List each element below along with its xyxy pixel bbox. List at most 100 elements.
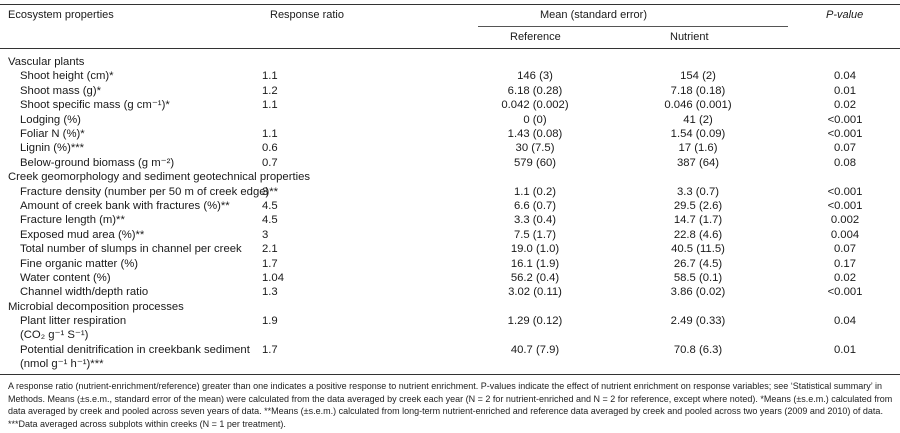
top-rule (0, 4, 900, 5)
reference-mean-cell: 30 (7.5) (515, 142, 555, 155)
reference-mean-cell: 6.18 (0.28) (507, 84, 563, 97)
row-label-line: Amount of creek bank with fractures (%)*… (20, 200, 230, 212)
response-ratio-cell: 0.7 (262, 156, 278, 169)
table-footnote: A response ratio (nutrient-enrichment/re… (8, 381, 893, 429)
table-row: Below-ground biomass (g m⁻²) 0.7 579 (60) 3… (0, 156, 900, 170)
row-label: Shoot specific mass (g cm⁻¹)* (20, 98, 170, 112)
nutrient-mean-cell: 14.7 (1.7) (673, 214, 723, 227)
nutrient-mean-cell: 3.3 (0.7) (676, 185, 720, 198)
reference-mean-cell: 3.3 (0.4) (513, 214, 557, 227)
section-header-row: Vascular plants (0, 55, 900, 69)
nutrient-mean-cell: 17 (1.6) (678, 142, 718, 155)
header-rule (0, 48, 900, 49)
nutrient-mean-cell: 154 (2) (680, 70, 716, 83)
table-row: Shoot height (cm)* 1.1 146 (3) 154 (2) 0.04 (0, 69, 900, 83)
nutrient-mean-cell: 7.18 (0.18) (670, 84, 726, 97)
reference-mean-cell: 1.29 (0.12) (507, 315, 563, 328)
table-row: Shoot specific mass (g cm⁻¹)* 1.1 0.042 (0… (0, 98, 900, 112)
table-row: Fracture density (number per 50 m of cre… (0, 185, 900, 199)
row-label: Fracture density (number per 50 m of cre… (20, 185, 278, 199)
p-value-cell: 0.08 (834, 156, 856, 169)
table-row: Total number of slumps in channel per cr… (0, 242, 900, 256)
header-ecosystem-properties: Ecosystem properties (8, 9, 114, 21)
response-ratio-cell: 1.2 (262, 84, 278, 97)
row-label-line: Shoot specific mass (g cm⁻¹)* (20, 99, 170, 112)
response-ratio-cell: 4.5 (262, 214, 278, 227)
reference-mean-cell: 0.042 (0.002) (501, 99, 569, 112)
row-label-line: (nmol g⁻¹ h⁻¹)*** (20, 358, 104, 370)
nutrient-mean-cell: 41 (2) (683, 113, 713, 126)
reference-mean-cell: 6.6 (0.7) (513, 200, 557, 212)
row-label: Fine organic matter (%) (20, 257, 138, 271)
table-row: Lignin (%)*** 0.6 30 (7.5) 17 (1.6) 0.07 (0, 141, 900, 155)
row-label-line: Exposed mud area (%)** (20, 228, 145, 241)
row-label: Shoot mass (g)* (20, 84, 101, 98)
p-value-cell: 0.04 (834, 70, 856, 83)
nutrient-mean-cell: 1.54 (0.09) (670, 128, 726, 140)
row-label: Exposed mud area (%)** (20, 228, 144, 242)
row-label: Foliar N (%)* (20, 127, 85, 141)
row-label-line: Foliar N (%)* (20, 128, 85, 140)
response-ratio-cell: 1.7 (262, 344, 278, 356)
nutrient-mean-cell: 29.5 (2.6) (673, 200, 723, 212)
row-label-line: Fracture length (m)** (20, 214, 125, 227)
row-label-line: Fine organic matter (%) (20, 257, 139, 270)
table-row: Lodging (%) 0 (0) 41 (2) <0.001 (0, 113, 900, 127)
row-label: Total number of slumps in channel per cr… (20, 242, 242, 256)
row-label-line: Plant litter respiration (20, 315, 127, 328)
p-value-cell: 0.01 (834, 84, 856, 97)
bottom-rule (0, 374, 900, 375)
reference-mean-cell: 19.0 (1.0) (510, 243, 560, 256)
section-header-row: Creek geomorphology and sediment geotech… (0, 170, 900, 184)
table-row: Plant litter respiration (CO₂ g⁻¹ S⁻¹) 1.9… (0, 314, 900, 342)
table-row: Fracture length (m)** 4.5 3.3 (0.4) 14.7 (1… (0, 213, 900, 227)
p-value-cell: <0.001 (827, 128, 863, 140)
section-title: Vascular plants (8, 56, 85, 68)
header-response-ratio: Response ratio (270, 9, 344, 21)
response-ratio-cell: 1.1 (262, 99, 278, 112)
p-value-cell: 0.07 (834, 243, 856, 256)
response-ratio-cell: 2.1 (262, 243, 278, 256)
row-label: Shoot height (cm)* (20, 69, 114, 83)
row-label-line: Shoot mass (g)* (20, 84, 101, 97)
reference-mean-cell: 7.5 (1.7) (513, 228, 557, 241)
row-label: Water content (%) (20, 271, 111, 285)
nutrient-mean-cell: 22.8 (4.6) (673, 228, 723, 241)
p-value-cell: <0.001 (827, 185, 863, 198)
nutrient-mean-cell: 70.8 (6.3) (673, 344, 723, 356)
row-label-line: Potential denitrification in creekbank s… (20, 344, 250, 356)
reference-mean-cell: 1.43 (0.08) (507, 128, 563, 140)
nutrient-mean-cell: 40.5 (11.5) (671, 243, 725, 256)
nutrient-mean-cell: 26.7 (4.5) (673, 257, 723, 270)
reference-mean-cell: 0 (0) (523, 113, 547, 126)
p-value-cell: <0.001 (827, 286, 863, 299)
response-ratio-cell: 3 (262, 228, 269, 241)
response-ratio-cell: 1.04 (262, 272, 284, 284)
nutrient-mean-cell: 58.5 (0.1) (673, 272, 723, 284)
row-label-line: Below-ground biomass (g m⁻²) (20, 156, 175, 169)
section-header-row: Microbial decomposition processes (0, 300, 900, 314)
section-title: Microbial decomposition processes (8, 300, 184, 313)
row-label: Plant litter respiration (CO₂ g⁻¹ S⁻¹) (20, 314, 126, 342)
table-row: Fine organic matter (%) 1.7 16.1 (1.9) 26.7… (0, 257, 900, 271)
nutrient-mean-cell: 0.046 (0.001) (664, 99, 732, 112)
response-ratio-cell: 0.6 (262, 142, 278, 155)
reference-mean-cell: 16.1 (1.9) (510, 257, 560, 270)
p-value-cell: 0.07 (834, 142, 856, 155)
p-value-cell: 0.02 (834, 272, 856, 284)
header-p-value: P-value (826, 9, 864, 21)
row-label: Potential denitrification in creekbank s… (20, 343, 250, 371)
table-row: Exposed mud area (%)** 3 7.5 (1.7) 22.8 (4.… (0, 228, 900, 242)
row-label: Channel width/depth ratio (20, 285, 148, 299)
row-label: Amount of creek bank with fractures (%)*… (20, 199, 230, 213)
table-row: Amount of creek bank with fractures (%)*… (0, 199, 900, 213)
header-mean-se: Mean (standard error) (540, 9, 647, 21)
response-ratio-cell: 3 (262, 185, 269, 198)
section-title: Creek geomorphology and sediment geotech… (8, 171, 311, 184)
table-row: Channel width/depth ratio 1.3 3.02 (0.11) 3… (0, 285, 900, 299)
row-label-line: Shoot height (cm)* (20, 70, 114, 83)
p-value-cell: 0.04 (834, 315, 856, 328)
row-label-line: Channel width/depth ratio (20, 286, 149, 299)
table-row: Foliar N (%)* 1.1 1.43 (0.08) 1.54 (0.09) <0… (0, 127, 900, 141)
reference-mean-cell: 56.2 (0.4) (510, 272, 560, 284)
